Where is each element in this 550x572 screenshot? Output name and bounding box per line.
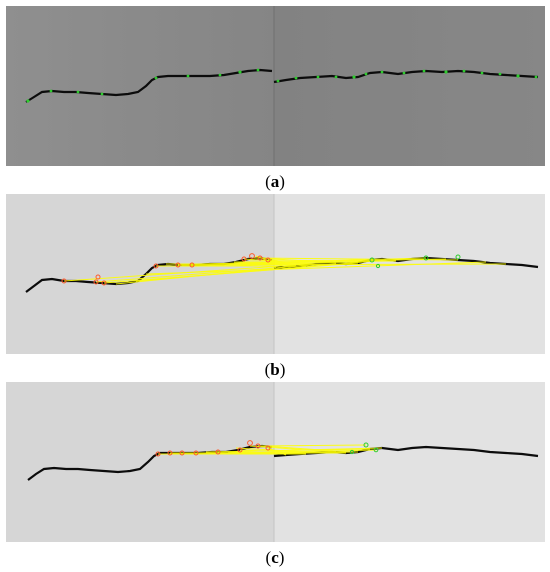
panel-b-image [6, 194, 545, 354]
panel-c-svg [6, 382, 545, 542]
caption-b: (b) [264, 360, 286, 379]
panel-b-match-lines [63, 255, 507, 285]
panel-b-keypoints-left [61, 253, 271, 286]
panel-c-right-half [274, 382, 545, 542]
panel-b-right-half [274, 194, 545, 354]
panel-c-keypoints-right [349, 442, 379, 455]
panel-a-crack-left [25, 68, 273, 103]
panel-c-keypoints-left [155, 440, 271, 457]
panel-c-match-lines [158, 444, 383, 456]
panel-a-svg [6, 6, 545, 166]
panel-b-keypoints-right [369, 254, 461, 269]
panel-a-image [6, 6, 545, 166]
panel-a-background [6, 6, 545, 166]
panel-b-svg [6, 194, 545, 354]
panel-a-right-half [274, 6, 545, 166]
panel-c-image [6, 382, 545, 542]
caption-a: (a) [265, 172, 285, 191]
caption-c: (c) [265, 548, 285, 567]
panel-a-keypoints [26, 68, 538, 103]
panel-a-crack-right [273, 69, 539, 84]
